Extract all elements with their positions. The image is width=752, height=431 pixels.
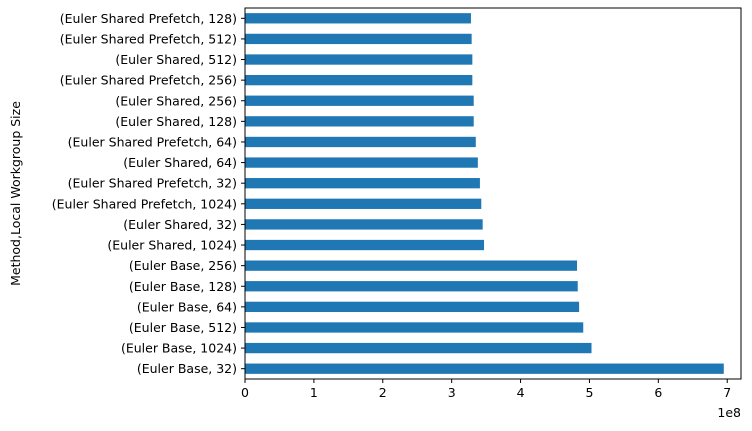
y-tick-label: (Euler Shared Prefetch, 512) [60, 31, 237, 46]
bar [245, 342, 592, 354]
x-tick-label: 4 [517, 385, 525, 400]
y-tick-label: (Euler Base, 32) [137, 361, 237, 376]
y-tick-label: (Euler Base, 1024) [121, 341, 237, 356]
bars-group [245, 13, 724, 374]
x-tick-label: 2 [379, 385, 387, 400]
y-ticks-group: (Euler Base, 32) (Euler Base, 1024) (Euler… [52, 11, 245, 376]
y-tick-label: (Euler Base, 64) [137, 299, 237, 314]
x-ticks-group: 0 1 2 3 4 5 6 7 [241, 379, 731, 400]
y-tick-label: (Euler Shared, 128) [115, 114, 237, 129]
bar [245, 322, 584, 333]
y-tick-label: (Euler Base, 128) [129, 279, 237, 294]
bar [245, 198, 482, 209]
bar [245, 95, 474, 106]
bar [245, 157, 478, 168]
x-tick-label: 5 [585, 385, 593, 400]
bar [245, 178, 480, 189]
y-tick-label: (Euler Shared, 256) [115, 93, 237, 108]
bar [245, 136, 476, 148]
x-tick-label: 1 [310, 385, 318, 400]
x-tick-label: 3 [448, 385, 456, 400]
bar [245, 239, 485, 251]
bar [245, 260, 578, 271]
bar [245, 301, 580, 313]
y-tick-label: (Euler Shared Prefetch, 128) [60, 11, 237, 26]
bar [245, 13, 471, 24]
y-tick-label: (Euler Base, 256) [129, 258, 237, 273]
y-tick-label: (Euler Shared, 32) [123, 217, 237, 232]
y-tick-label: (Euler Shared Prefetch, 1024) [52, 196, 237, 211]
x-tick-label: 0 [241, 385, 249, 400]
x-offset-label: 1e8 [717, 405, 741, 420]
y-tick-label: (Euler Base, 512) [129, 320, 237, 335]
y-tick-label: (Euler Shared Prefetch, 32) [68, 176, 237, 191]
bar [245, 54, 473, 65]
bar [245, 219, 483, 230]
bar [245, 33, 472, 45]
plot-frame [244, 7, 742, 380]
y-tick-label: (Euler Shared, 64) [123, 155, 237, 170]
y-tick-label: (Euler Shared Prefetch, 256) [60, 73, 237, 88]
x-tick-label: 6 [654, 385, 662, 400]
bar [245, 363, 724, 374]
y-tick-label: (Euler Shared, 512) [115, 52, 237, 67]
x-tick-label: 7 [723, 385, 731, 400]
bar [245, 74, 473, 86]
y-tick-label: (Euler Shared, 1024) [107, 238, 237, 253]
bar [245, 281, 578, 292]
y-axis-label: Method,Local Workgroup Size [8, 101, 23, 286]
bar [245, 116, 474, 127]
y-tick-label: (Euler Shared Prefetch, 64) [68, 134, 237, 149]
